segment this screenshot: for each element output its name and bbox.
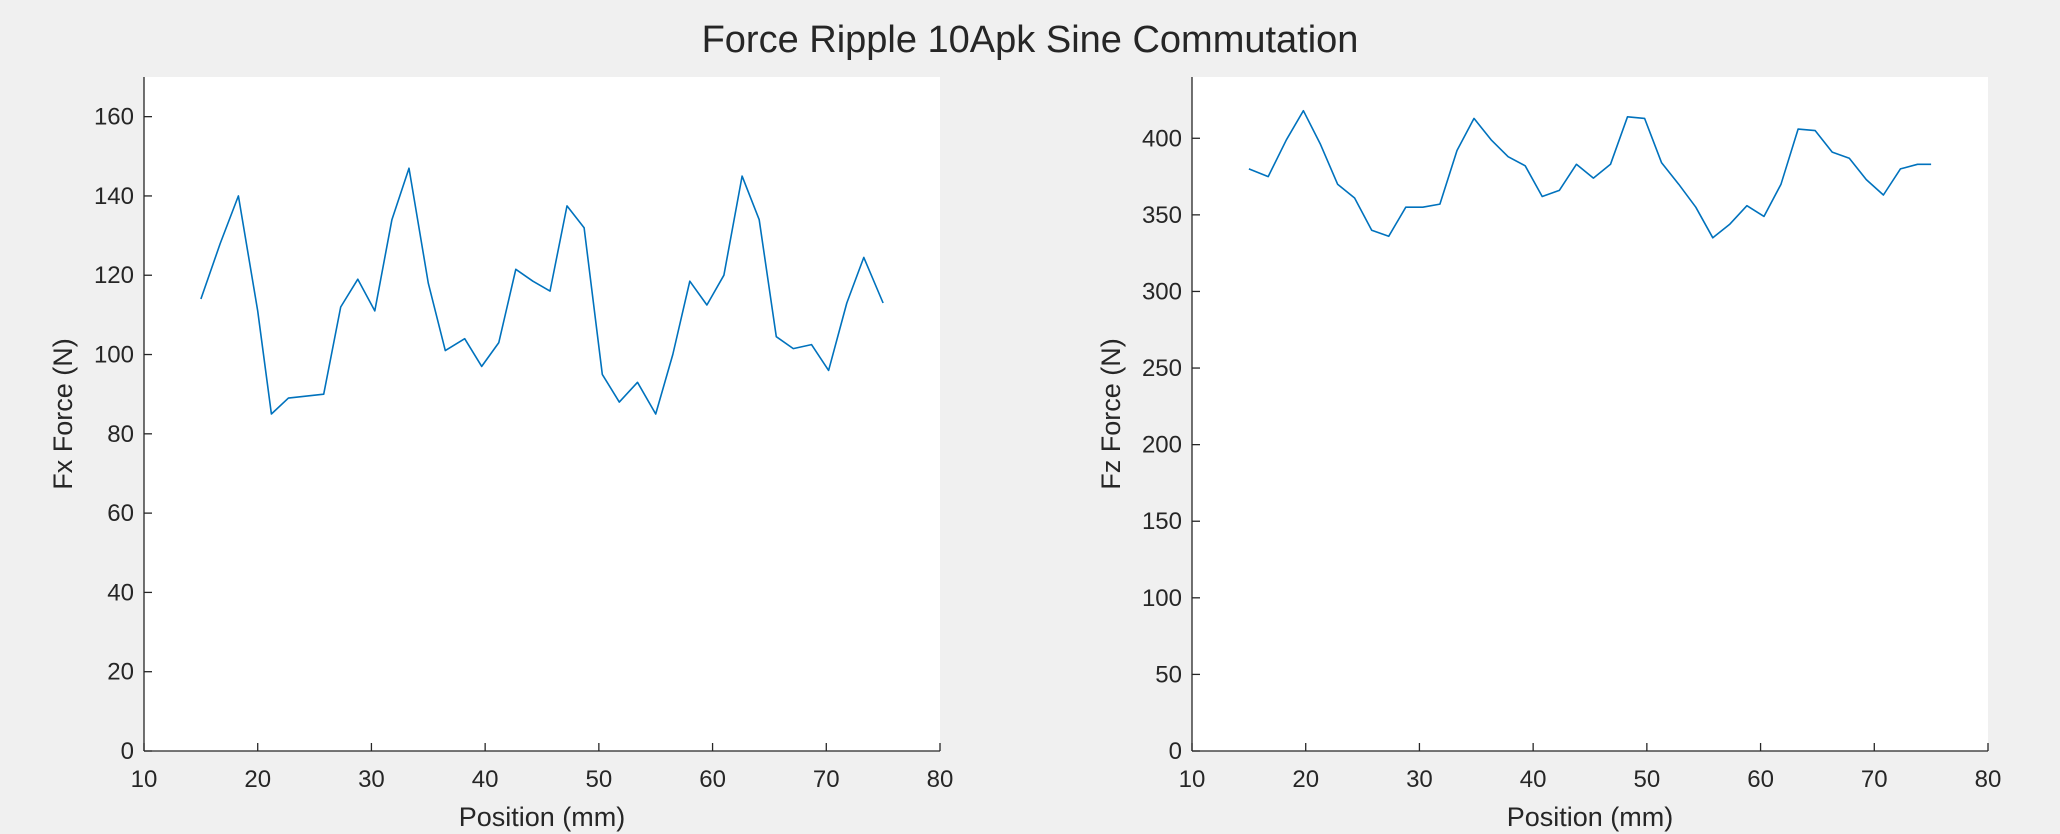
fz-force-series-line [1248, 109, 1932, 239]
fx-y-tick-label: 0 [121, 738, 134, 765]
fx-x-tick-label: 70 [813, 766, 840, 793]
fx-plot-area [144, 77, 940, 751]
fx-y-tick-label: 120 [94, 262, 134, 289]
fz-plot-area [1192, 77, 1988, 751]
fz-y-tick-label: 0 [1169, 738, 1182, 765]
fz-y-tick-label: 400 [1142, 125, 1182, 152]
fz-force-axes: 10 20 30 40 50 60 70 80 0 50 100 150 200 250 300 350 400… [1096, 77, 2001, 832]
fz-x-tick-label: 20 [1292, 766, 1319, 793]
fx-y-tick-label: 100 [94, 342, 134, 369]
fx-x-axis-label: Position (mm) [459, 802, 626, 832]
fz-y-tick-label: 100 [1142, 585, 1182, 612]
fx-y-tick-label: 160 [94, 104, 134, 131]
fx-y-tick-label: 140 [94, 183, 134, 210]
fx-x-tick-label: 20 [244, 766, 271, 793]
fz-y-tick-label: 300 [1142, 278, 1182, 305]
fx-y-tick-label: 20 [107, 659, 134, 686]
fx-y-tick-label: 40 [107, 579, 134, 606]
fx-x-tick-label: 50 [586, 766, 613, 793]
fx-x-tick-label: 10 [131, 766, 158, 793]
fz-x-axis-label: Position (mm) [1507, 802, 1674, 832]
fz-x-tick-label: 80 [1975, 766, 2002, 793]
fx-y-tick-label: 60 [107, 500, 134, 527]
fz-y-tick-label: 150 [1142, 508, 1182, 535]
figure-title: Force Ripple 10Apk Sine Commutation [702, 19, 1359, 61]
fz-x-tick-label: 30 [1406, 766, 1433, 793]
fx-x-tick-label: 80 [927, 766, 954, 793]
fx-force-series-line [200, 167, 884, 415]
fz-y-axis-label: Fz Force (N) [1096, 338, 1126, 490]
fz-x-tick-label: 60 [1747, 766, 1774, 793]
fx-x-tick-label: 30 [358, 766, 385, 793]
fz-y-tick-label: 200 [1142, 432, 1182, 459]
fx-y-axis-label: Fx Force (N) [48, 338, 78, 490]
fz-x-tick-label: 10 [1179, 766, 1206, 793]
fz-x-tick-label: 50 [1634, 766, 1661, 793]
fz-x-tick-label: 40 [1520, 766, 1547, 793]
fx-y-tick-label: 80 [107, 421, 134, 448]
fx-x-tick-label: 40 [472, 766, 499, 793]
fz-y-tick-label: 350 [1142, 202, 1182, 229]
fx-force-axes: 10 20 30 40 50 60 70 80 0 20 40 60 80 100 120 140 160 Pos… [48, 77, 953, 832]
fz-x-tick-label: 70 [1861, 766, 1888, 793]
fz-y-tick-label: 250 [1142, 355, 1182, 382]
fz-y-tick-label: 50 [1155, 661, 1182, 688]
fx-x-tick-label: 60 [699, 766, 726, 793]
